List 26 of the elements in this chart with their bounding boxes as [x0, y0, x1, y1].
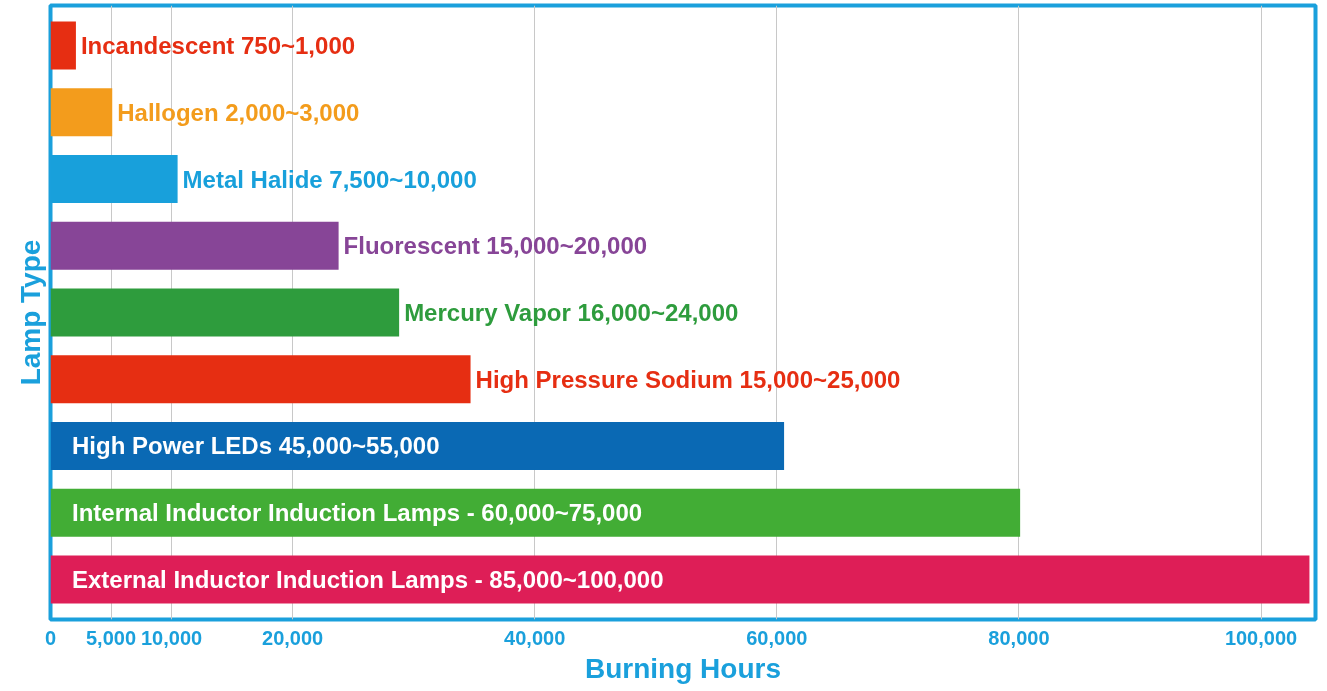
bar: [50, 88, 113, 137]
y-tick-label: Mercury Vapor 16,000~24,000: [404, 299, 739, 326]
x-axis-title: Burning Hours: [585, 652, 782, 684]
bar: [50, 355, 471, 404]
y-tick-label: Metal Halide 7,500~10,000: [182, 165, 477, 193]
bar: [50, 21, 76, 70]
bar: [50, 421, 785, 470]
x-tick-label: 100,000: [1224, 626, 1298, 649]
bar: [50, 555, 1310, 604]
y-tick-label: Incandescent 750~1,000: [80, 32, 356, 60]
x-tick-label: 0: [44, 626, 57, 649]
x-tick-label: 40,000: [504, 626, 566, 649]
x-tick-label: 10,000: [140, 626, 203, 649]
y-axis-title: Lamp Type: [14, 239, 46, 386]
y-tick-label: Hallogen 2,000~3,000: [117, 98, 360, 126]
y-tick-label: External Inductor Induction Lamps - 85,000~100,000: [72, 565, 664, 593]
y-tick-label: High Pressure Sodium 15,000~25,000: [475, 365, 901, 393]
y-tick-label: Internal Inductor Induction Lamps - 60,000~75,000: [72, 499, 643, 527]
x-tick-label: 60,000: [746, 626, 808, 649]
bar: [50, 288, 400, 337]
x-tick-label: 5,000: [86, 626, 137, 649]
x-tick-label: 20,000: [262, 626, 324, 649]
y-tick-label: High Power LEDs 45,000~55,000: [72, 432, 440, 460]
y-tick-label: Fluorescent 15,000~20,000: [343, 232, 648, 260]
x-tick-label: 80,000: [988, 626, 1050, 649]
bar: [50, 221, 339, 270]
